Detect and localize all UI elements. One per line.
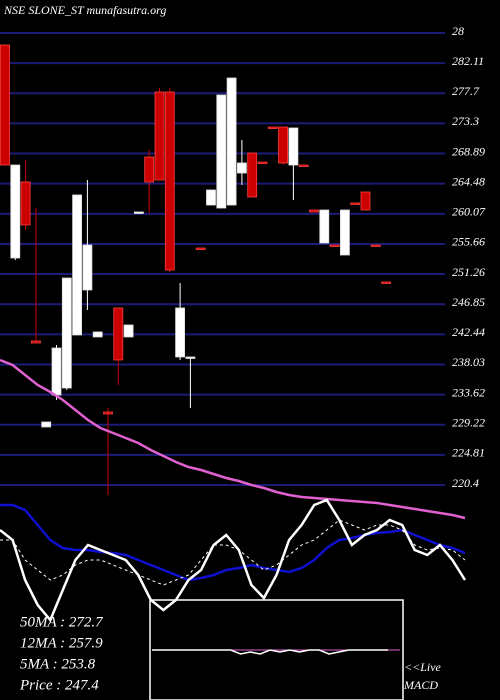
y-tick-label: 229.22 <box>452 415 485 429</box>
candle-body <box>370 244 381 247</box>
y-tick-label: 238.03 <box>452 355 485 369</box>
y-tick-label: 220.4 <box>452 476 479 490</box>
candle-body <box>0 44 10 166</box>
stat-label: 50MA : 272.7 <box>20 614 104 630</box>
stat-label: 12MA : 257.9 <box>20 635 103 651</box>
candle-body <box>226 77 237 206</box>
candle-body <box>92 331 103 338</box>
candle-body <box>41 421 52 428</box>
candle-body <box>319 209 330 244</box>
y-tick-label: 273.3 <box>452 114 479 128</box>
y-tick-label: 28 <box>452 24 464 38</box>
candle-body <box>298 164 309 167</box>
macd-label: <<Live <box>404 660 442 674</box>
candle-body <box>144 156 155 183</box>
candle-body <box>195 247 206 250</box>
y-tick-label: 242.44 <box>452 325 485 339</box>
candle-body <box>113 307 124 361</box>
candle-body <box>339 209 350 256</box>
candle-body <box>257 161 268 164</box>
candle-body <box>381 281 392 284</box>
y-tick-label: 246.85 <box>452 295 485 309</box>
ma-line <box>0 358 466 520</box>
candle-body <box>267 126 278 129</box>
candle-body <box>329 244 340 247</box>
candle-body <box>206 189 216 206</box>
candle-body <box>123 324 134 338</box>
candle-body <box>309 209 319 213</box>
y-tick-label: 268.89 <box>452 144 485 158</box>
candle-body <box>216 94 227 209</box>
candle-body <box>10 164 21 259</box>
candle-body <box>288 127 299 166</box>
candle-body <box>82 244 93 291</box>
candle-body <box>61 277 72 389</box>
candle-body <box>72 194 82 336</box>
y-tick-label: 264.48 <box>452 174 485 188</box>
y-tick-label: 251.26 <box>452 265 485 279</box>
candle-body <box>133 211 144 214</box>
indicator-line <box>0 498 467 623</box>
candle-body <box>154 91 165 181</box>
candle-body <box>236 162 247 174</box>
candle-body <box>51 347 62 396</box>
candle-body <box>30 340 41 344</box>
y-tick-label: 260.07 <box>452 205 486 219</box>
candle-body <box>20 181 31 226</box>
candle-body <box>164 91 175 271</box>
indicator-line <box>0 519 466 586</box>
candle-body <box>350 202 361 205</box>
macd-line <box>152 649 388 655</box>
y-tick-label: 277.7 <box>452 84 480 98</box>
candle-body <box>103 411 113 415</box>
y-tick-label: 282.11 <box>452 54 484 68</box>
stat-label: Price : 247.4 <box>19 677 99 693</box>
chart-title: NSE SLONE_ST munafasutra.org <box>3 3 166 17</box>
candle-body <box>185 356 196 359</box>
stat-label: 5MA : 253.8 <box>20 656 96 672</box>
y-tick-label: 224.81 <box>452 446 485 460</box>
candle-body <box>247 152 258 198</box>
candle-body <box>360 191 371 211</box>
y-tick-label: 255.66 <box>452 235 485 249</box>
candle-body <box>175 307 186 358</box>
y-tick-label: 233.62 <box>452 385 485 399</box>
macd-label: MACD <box>403 678 438 692</box>
candle-body <box>278 126 289 164</box>
indicator-line <box>0 503 466 582</box>
